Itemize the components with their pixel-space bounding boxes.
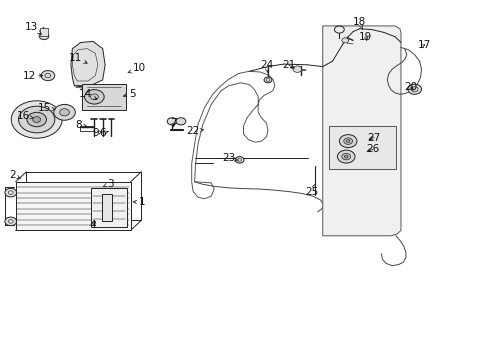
Circle shape <box>27 112 46 127</box>
Circle shape <box>41 71 55 81</box>
Polygon shape <box>82 84 126 110</box>
Circle shape <box>33 117 41 122</box>
Circle shape <box>54 104 75 120</box>
Text: 27: 27 <box>366 132 380 143</box>
Circle shape <box>5 188 17 197</box>
Text: 17: 17 <box>417 40 430 50</box>
Text: 14: 14 <box>79 89 97 99</box>
Text: 11: 11 <box>69 53 87 63</box>
Circle shape <box>264 77 271 83</box>
Text: 9: 9 <box>92 128 102 138</box>
Circle shape <box>337 150 354 163</box>
Circle shape <box>343 138 352 144</box>
Circle shape <box>11 101 62 138</box>
Text: 5: 5 <box>123 89 135 99</box>
Text: 3: 3 <box>103 179 113 189</box>
Text: 15: 15 <box>37 103 55 113</box>
Text: 4: 4 <box>89 220 96 230</box>
Text: 24: 24 <box>259 60 273 73</box>
Text: 10: 10 <box>128 63 145 73</box>
Circle shape <box>60 109 69 116</box>
Circle shape <box>84 90 104 104</box>
Circle shape <box>235 157 244 163</box>
Text: 2: 2 <box>9 170 20 180</box>
Text: 6: 6 <box>99 128 108 138</box>
Circle shape <box>346 140 349 143</box>
Text: 12: 12 <box>22 71 43 81</box>
Polygon shape <box>16 182 130 230</box>
Bar <box>40 28 48 36</box>
Polygon shape <box>91 188 126 227</box>
Text: 18: 18 <box>352 17 366 30</box>
Bar <box>102 194 112 221</box>
Text: 13: 13 <box>25 22 41 34</box>
Bar <box>80 126 94 131</box>
Polygon shape <box>71 41 105 86</box>
Circle shape <box>339 135 356 148</box>
Circle shape <box>39 32 49 40</box>
Circle shape <box>344 155 347 158</box>
Bar <box>328 126 395 169</box>
Circle shape <box>407 84 421 94</box>
Text: 16: 16 <box>17 111 33 121</box>
Circle shape <box>341 153 350 160</box>
Text: 1: 1 <box>133 197 145 207</box>
Circle shape <box>292 66 301 72</box>
Text: 20: 20 <box>404 82 416 92</box>
Circle shape <box>19 106 55 133</box>
Text: 22: 22 <box>186 126 203 136</box>
Circle shape <box>167 118 177 125</box>
Text: 23: 23 <box>222 153 238 163</box>
Text: 25: 25 <box>305 184 318 197</box>
Text: 19: 19 <box>358 32 372 42</box>
Circle shape <box>5 217 17 226</box>
Text: 21: 21 <box>281 60 295 70</box>
Circle shape <box>341 38 348 43</box>
Polygon shape <box>322 26 400 236</box>
Circle shape <box>176 118 185 125</box>
Text: 26: 26 <box>365 144 379 154</box>
Text: 8: 8 <box>75 120 87 130</box>
Text: 7: 7 <box>170 118 177 128</box>
